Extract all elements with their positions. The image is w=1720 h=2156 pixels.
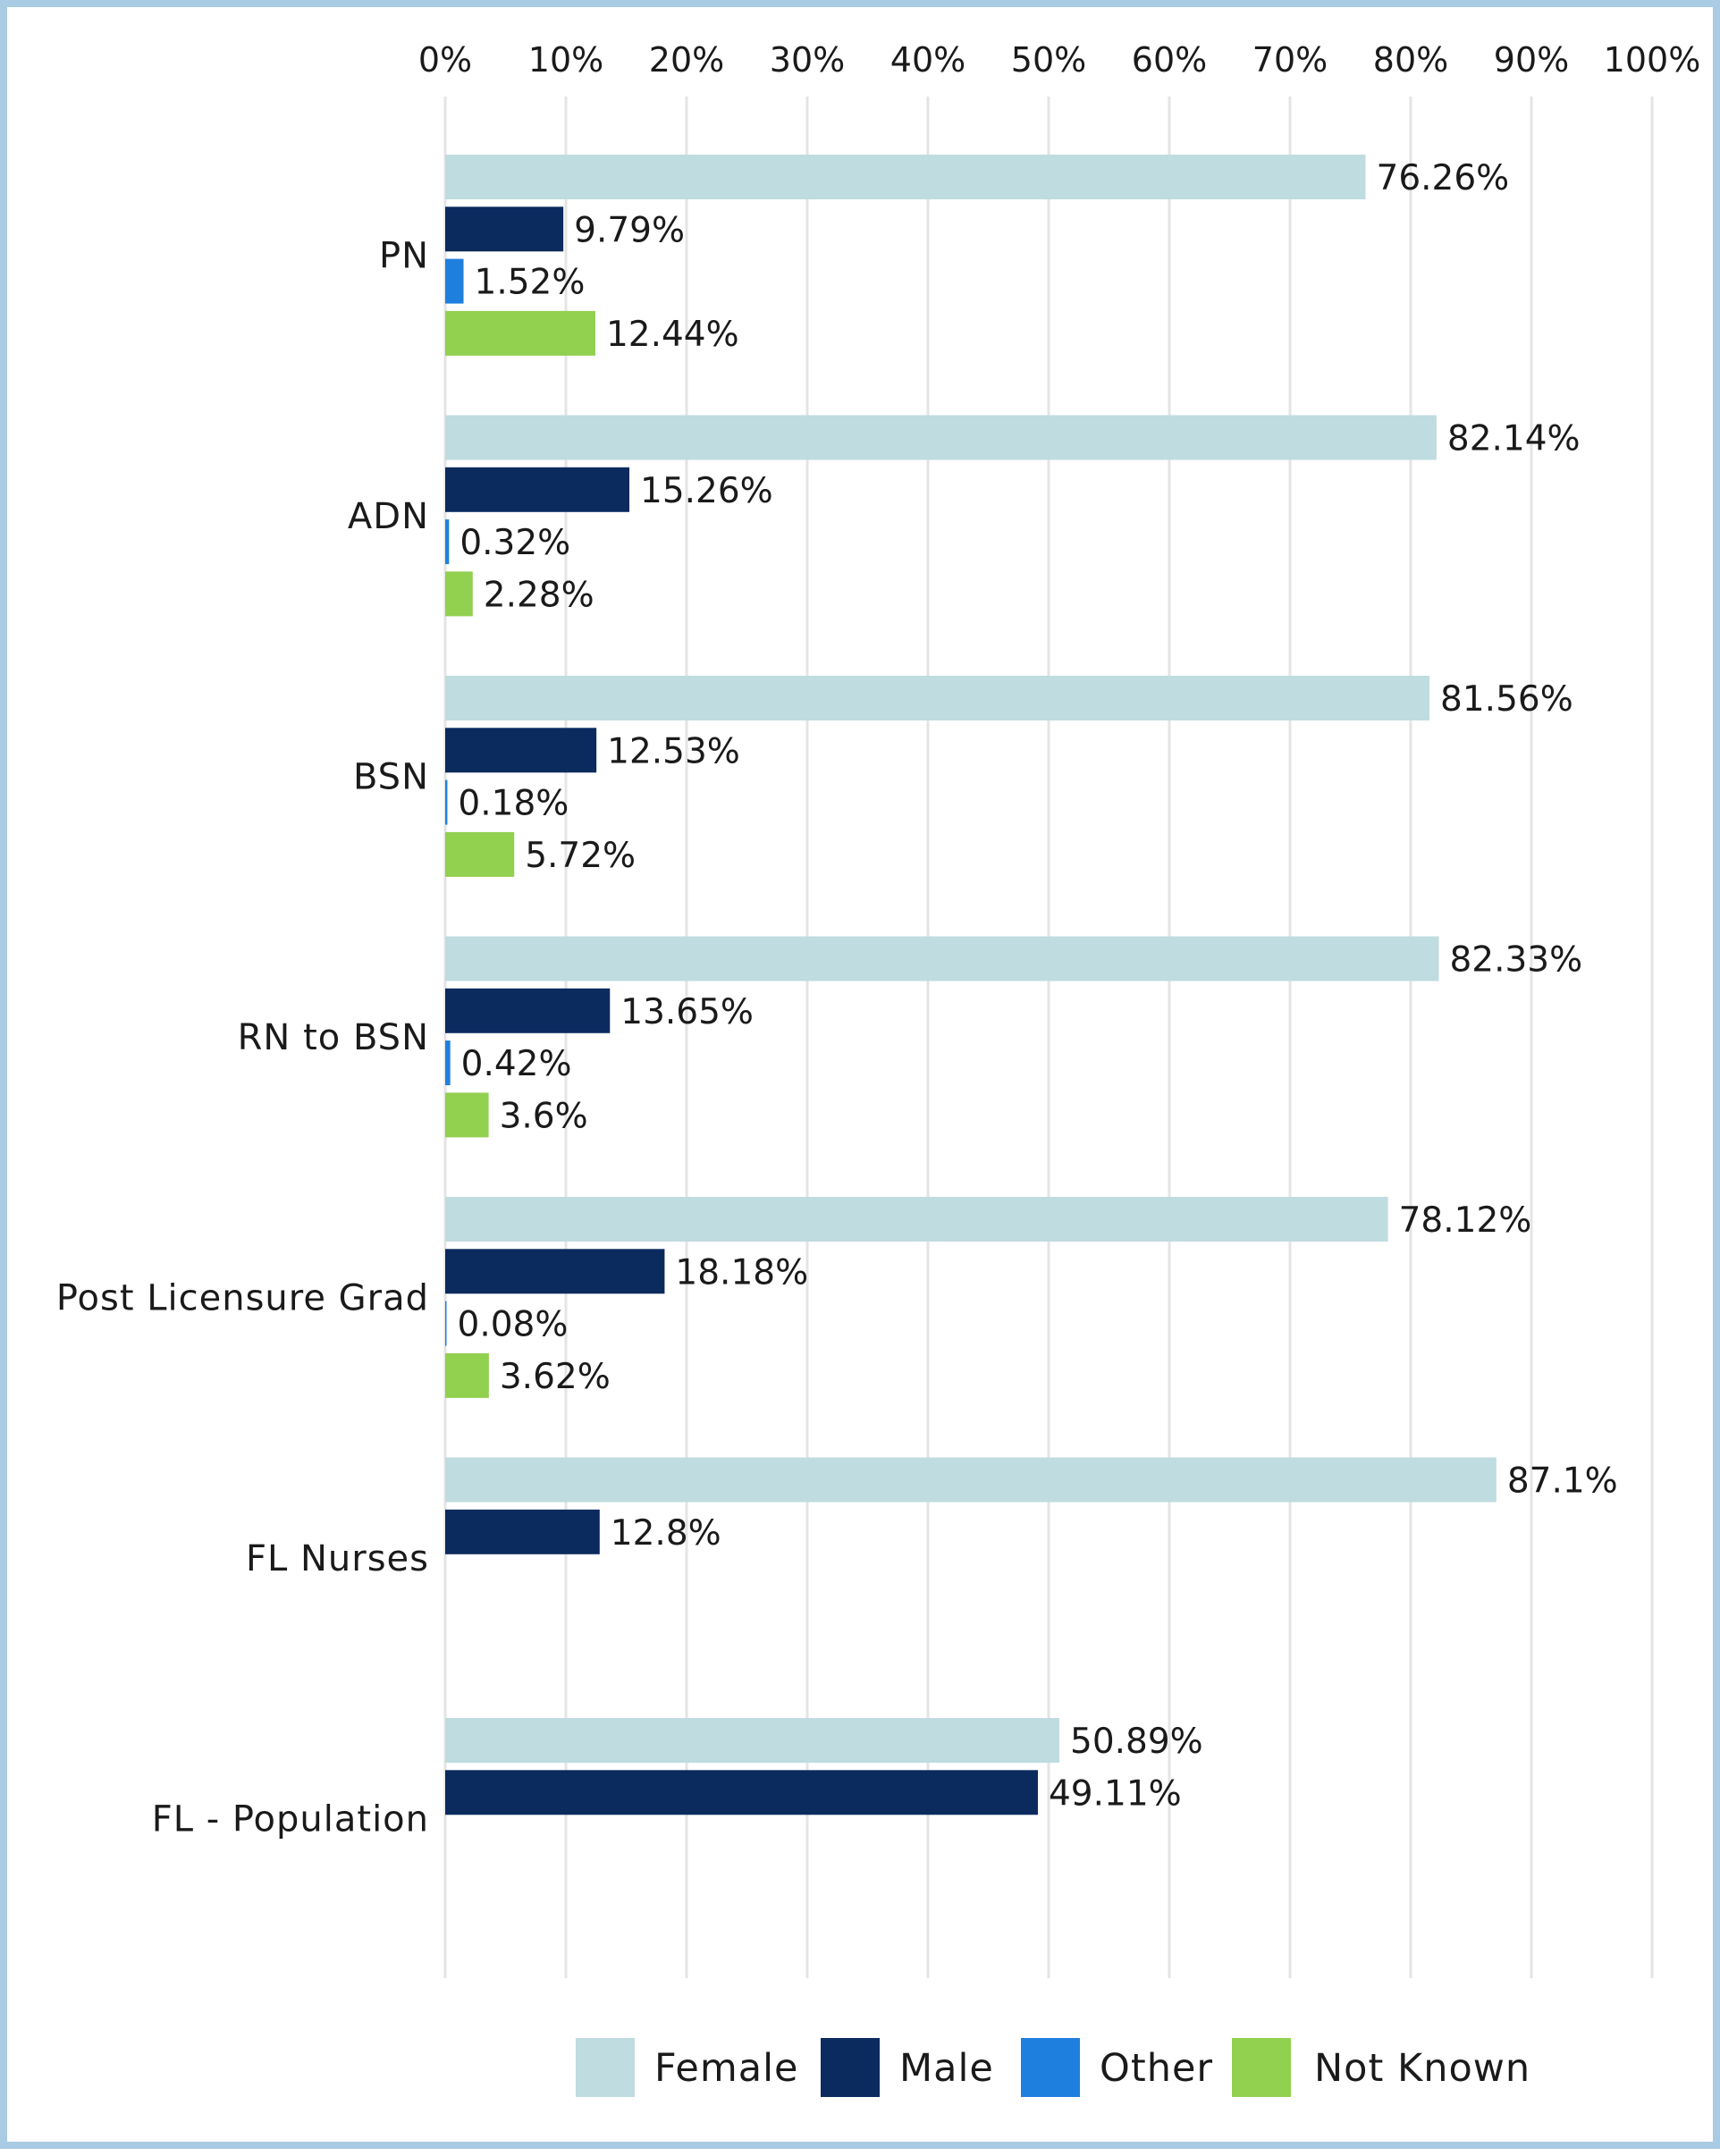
gender-distribution-bar-chart: 0% 10% 20% 30% 40% 50% 60% 70% 80% 90% 100% PN ADN B… [56, 40, 1700, 2097]
data-label-bsn-male: 12.53% [607, 731, 740, 771]
data-label-bsn-not-known: 5.72% [525, 836, 636, 876]
bar-bsn-male [445, 728, 597, 773]
x-tick-label: 10% [528, 40, 603, 80]
data-label-pn-other: 1.52% [475, 263, 586, 303]
legend-label-male: Male [899, 2046, 994, 2091]
data-label-pn-female: 76.26% [1377, 158, 1510, 198]
category-label-post-licensure-grad: Post Licensure Grad [56, 1277, 429, 1318]
x-tick-label: 40% [890, 40, 965, 80]
bar-pn-male [445, 206, 564, 252]
data-label-rn-to-bsn-female: 82.33% [1449, 940, 1582, 981]
data-label-post-licensure-grad-other: 0.08% [458, 1305, 569, 1345]
category-label-fl-population: FL - Population [152, 1798, 429, 1840]
bar-fl-nurses-male [445, 1509, 600, 1554]
bar-bsn-other [445, 779, 448, 825]
x-axis-ticks: 0% 10% 20% 30% 40% 50% 60% 70% 80% 90% 100% [418, 40, 1700, 80]
x-tick-label: 20% [649, 40, 724, 80]
category-label-rn-to-bsn: RN to BSN [238, 1017, 429, 1058]
data-label-post-licensure-grad-female: 78.12% [1399, 1200, 1532, 1241]
legend-swatch-not-known [1232, 2038, 1291, 2097]
legend-swatch-female [576, 2038, 635, 2097]
category-label-fl-nurses: FL Nurses [246, 1538, 429, 1579]
bar-adn-other [445, 519, 450, 565]
bars [445, 155, 1497, 1815]
bar-rn-to-bsn-not-known [445, 1092, 489, 1138]
bar-pn-female [445, 155, 1366, 199]
bar-fl-population-male [445, 1770, 1038, 1815]
bar-post-licensure-grad-not-known [445, 1352, 489, 1398]
x-tick-label: 50% [1011, 40, 1086, 80]
x-tick-label: 30% [770, 40, 845, 80]
data-label-adn-male: 15.26% [640, 471, 773, 511]
data-label-fl-nurses-male: 12.8% [611, 1513, 721, 1554]
gridlines [443, 97, 1654, 1978]
bar-post-licensure-grad-other [445, 1301, 447, 1346]
bar-bsn-female [445, 676, 1430, 720]
bar-adn-not-known [445, 571, 473, 617]
legend: Female Male Other Not Known [576, 2038, 1530, 2097]
data-label-rn-to-bsn-male: 13.65% [620, 992, 754, 1032]
data-label-adn-other: 0.32% [460, 523, 570, 563]
x-tick-label: 90% [1494, 40, 1569, 80]
category-labels: PN ADN BSN RN to BSN Post Licensure Grad FL N… [56, 235, 429, 1840]
legend-label-not-known: Not Known [1314, 2046, 1530, 2091]
data-label-bsn-female: 81.56% [1440, 679, 1573, 720]
category-label-pn: PN [379, 235, 429, 276]
data-label-adn-female: 82.14% [1447, 419, 1581, 459]
bar-adn-female [445, 415, 1437, 460]
bar-fl-population-female [445, 1718, 1060, 1763]
legend-swatch-other [1021, 2038, 1080, 2097]
x-tick-label: 60% [1132, 40, 1207, 80]
data-label-fl-population-male: 49.11% [1049, 1773, 1182, 1814]
category-label-bsn: BSN [353, 756, 429, 797]
bar-rn-to-bsn-other [445, 1040, 451, 1086]
bar-bsn-not-known [445, 831, 515, 877]
data-labels: 76.26% 9.79% 1.52% 12.44% 82.14% 15.26% 0.32% 2… [458, 158, 1618, 1814]
bar-adn-male [445, 467, 630, 512]
x-tick-label: 0% [418, 40, 472, 80]
data-label-fl-nurses-female: 87.1% [1507, 1461, 1618, 1502]
legend-label-other: Other [1100, 2046, 1213, 2091]
bar-post-licensure-grad-male [445, 1249, 665, 1294]
data-label-pn-male: 9.79% [574, 210, 685, 250]
data-label-post-licensure-grad-not-known: 3.62% [500, 1357, 611, 1397]
bar-post-licensure-grad-female [445, 1197, 1388, 1242]
bar-fl-nurses-female [445, 1457, 1497, 1503]
x-tick-label: 100% [1604, 40, 1701, 80]
x-tick-label: 70% [1252, 40, 1328, 80]
category-label-adn: ADN [348, 496, 429, 537]
bar-pn-other [445, 258, 464, 304]
x-tick-label: 80% [1373, 40, 1448, 80]
data-label-adn-not-known: 2.28% [484, 575, 594, 615]
data-label-bsn-other: 0.18% [458, 784, 569, 824]
legend-label-female: Female [654, 2046, 798, 2091]
data-label-fl-population-female: 50.89% [1070, 1722, 1203, 1762]
bar-rn-to-bsn-male [445, 988, 611, 1033]
legend-swatch-male [821, 2038, 880, 2097]
bar-rn-to-bsn-female [445, 936, 1439, 981]
data-label-pn-not-known: 12.44% [606, 315, 739, 355]
bar-pn-not-known [445, 310, 595, 356]
data-label-rn-to-bsn-not-known: 3.6% [500, 1096, 588, 1136]
data-label-post-licensure-grad-male: 18.18% [675, 1252, 808, 1293]
data-label-rn-to-bsn-other: 0.42% [461, 1044, 572, 1084]
